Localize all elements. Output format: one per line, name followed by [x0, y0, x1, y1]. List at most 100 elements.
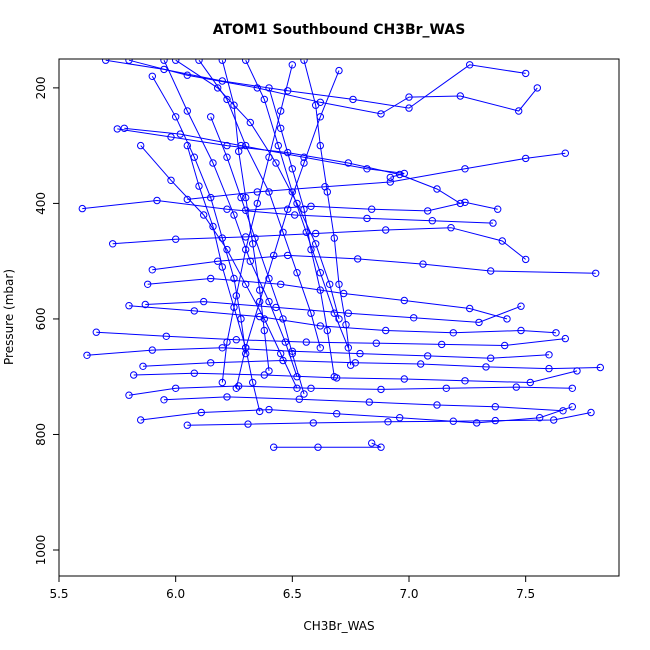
data-point — [172, 384, 180, 392]
data-point — [244, 420, 252, 428]
data-point — [326, 280, 334, 288]
data-point — [417, 360, 425, 368]
y-axis-label: Pressure (mbar) — [2, 269, 16, 365]
data-point — [501, 341, 509, 350]
data-point — [442, 384, 450, 392]
data-point — [218, 77, 227, 85]
x-axis-label: CH3Br_WAS — [303, 619, 374, 633]
data-point — [274, 141, 282, 150]
data-point — [300, 153, 308, 161]
data-point — [323, 326, 331, 335]
series-line — [152, 254, 596, 274]
data-point — [148, 346, 157, 354]
y-tick-label: 200 — [34, 76, 48, 99]
data-point — [160, 65, 168, 74]
data-point — [265, 188, 273, 196]
data-point — [365, 398, 373, 406]
series-6 — [130, 367, 581, 387]
data-point — [293, 373, 301, 381]
data-point — [293, 384, 301, 392]
data-point — [363, 214, 371, 223]
data-point — [400, 296, 408, 305]
data-point — [428, 217, 436, 225]
series-line — [187, 412, 592, 426]
series-1 — [270, 439, 385, 451]
data-point — [230, 101, 238, 109]
data-point — [456, 92, 464, 100]
series-5 — [125, 382, 576, 399]
data-point — [232, 384, 241, 392]
data-point — [522, 255, 530, 264]
series-26 — [137, 141, 301, 392]
data-point — [368, 205, 376, 213]
data-point — [242, 206, 250, 215]
series-line — [245, 59, 349, 348]
data-point — [260, 326, 268, 335]
data-point — [190, 307, 199, 315]
data-point — [382, 326, 390, 335]
series-33 — [218, 61, 296, 387]
data-point — [148, 266, 157, 274]
series-16 — [242, 198, 502, 215]
data-point — [461, 198, 469, 207]
data-point — [377, 443, 385, 451]
data-point — [330, 234, 338, 242]
data-point — [288, 61, 296, 69]
data-layer — [78, 59, 604, 451]
data-point — [587, 408, 595, 417]
data-point — [307, 309, 315, 317]
y-tick-label: 400 — [34, 192, 48, 215]
data-point — [242, 280, 250, 288]
series-line — [105, 59, 526, 109]
data-point — [302, 228, 310, 237]
data-point — [475, 318, 483, 327]
data-point — [491, 403, 499, 411]
data-point — [172, 113, 180, 121]
data-point — [223, 205, 231, 213]
series-line — [273, 442, 382, 448]
data-point — [309, 419, 317, 427]
series-27 — [218, 59, 273, 375]
series-line — [140, 406, 573, 424]
series-line — [133, 370, 578, 384]
data-point — [522, 69, 530, 78]
data-point — [363, 165, 371, 173]
data-point — [284, 87, 292, 95]
y-tick-label: 800 — [34, 423, 48, 446]
data-point — [498, 237, 506, 245]
data-point — [323, 188, 331, 196]
data-point — [396, 170, 404, 179]
data-point — [125, 391, 133, 399]
data-point — [113, 125, 122, 133]
data-point — [242, 141, 250, 150]
series-line — [303, 60, 352, 366]
data-point — [384, 418, 392, 426]
data-point — [272, 159, 280, 167]
x-axis: 5.5 6.0 6.5 7.0 7.5 — [49, 576, 535, 601]
data-point — [265, 405, 273, 414]
data-point — [405, 93, 413, 101]
data-point — [167, 176, 175, 185]
series-line — [235, 70, 340, 389]
data-point — [207, 359, 215, 367]
data-point — [120, 124, 129, 133]
series-7 — [139, 356, 604, 373]
data-point — [207, 113, 215, 121]
data-point — [410, 314, 418, 322]
series-line — [128, 59, 538, 115]
data-point — [300, 59, 308, 64]
data-point — [207, 193, 215, 202]
data-point — [265, 274, 273, 283]
data-point — [144, 280, 152, 288]
data-point — [382, 226, 390, 234]
data-point — [377, 385, 385, 394]
data-point — [461, 377, 469, 385]
series-18 — [113, 125, 464, 208]
data-point — [314, 443, 322, 451]
data-point — [270, 443, 278, 451]
data-point — [242, 344, 250, 352]
data-point — [167, 133, 175, 141]
data-point — [316, 269, 324, 277]
y-axis: 200 400 600 800 1000 — [34, 76, 59, 565]
